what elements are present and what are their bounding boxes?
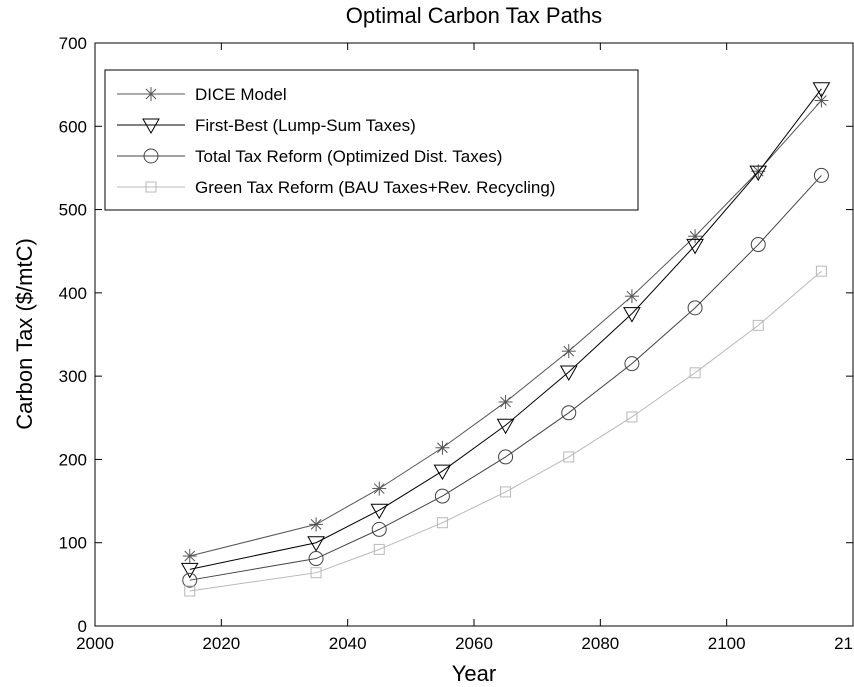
data-point (559, 365, 578, 381)
data-point (310, 567, 322, 579)
data-point (626, 411, 638, 423)
x-tick-label: 2120 (834, 634, 854, 653)
data-point (373, 543, 385, 555)
legend-item: DICE Model (117, 85, 287, 104)
data-point (688, 229, 703, 244)
y-tick-label: 200 (59, 450, 87, 469)
legend-label: First-Best (Lump-Sum Taxes) (195, 116, 416, 135)
y-tick-label: 300 (59, 367, 87, 386)
data-point (498, 449, 514, 465)
x-tick-label: 2000 (76, 634, 114, 653)
legend-label: Total Tax Reform (Optimized Dist. Taxes) (195, 147, 502, 166)
data-point (749, 165, 768, 182)
y-tick-label: 0 (78, 617, 87, 636)
data-point (307, 536, 325, 552)
data-point (561, 344, 576, 359)
series-2 (180, 82, 831, 579)
x-tick-label: 2100 (708, 634, 746, 653)
y-tick-label: 100 (59, 534, 87, 553)
chart-title: Optimal Carbon Tax Paths (346, 3, 602, 28)
data-point (433, 464, 452, 481)
data-point (686, 238, 704, 255)
data-point (752, 319, 764, 331)
data-point (561, 405, 577, 421)
data-point (624, 356, 640, 372)
data-point (750, 237, 766, 253)
data-point (814, 93, 829, 108)
data-point (624, 289, 639, 304)
x-tick-label: 2060 (455, 634, 493, 653)
x-tick-label: 2020 (202, 634, 240, 653)
data-point (623, 307, 641, 323)
legend: DICE Model First-Best (Lump-Sum Taxes) Tot… (104, 69, 639, 211)
series-line (189, 100, 822, 557)
data-point (182, 572, 198, 588)
data-point (308, 551, 324, 567)
y-tick-label: 700 (59, 34, 87, 53)
series-line (189, 175, 822, 581)
x-axis-label: Year (452, 661, 496, 686)
legend-marker (142, 118, 160, 135)
data-point (435, 440, 450, 455)
x-tick-label: 2080 (581, 634, 619, 653)
data-point (812, 82, 831, 98)
series-4 (184, 265, 827, 597)
y-tick-label: 400 (59, 284, 87, 303)
data-point (372, 481, 387, 496)
legend-marker (143, 148, 159, 164)
data-point (184, 585, 196, 597)
plot-area: 2000 2020 2040 2060 2080 2100 2120 0 100 200 300 40… (59, 34, 854, 653)
legend-label: DICE Model (195, 85, 287, 104)
y-axis-label: Carbon Tax ($/mtC) (12, 238, 37, 430)
y-tick-label: 600 (59, 117, 87, 136)
series-1 (182, 93, 829, 564)
legend-box (104, 69, 639, 211)
data-point (496, 418, 515, 435)
data-point (434, 488, 450, 504)
data-point (500, 486, 512, 498)
y-tick-label: 500 (59, 201, 87, 220)
legend-item: First-Best (Lump-Sum Taxes) (117, 116, 416, 135)
data-point (180, 562, 199, 579)
data-point (563, 451, 575, 463)
series-line (189, 270, 822, 592)
data-point (689, 367, 701, 379)
legend-item: Green Tax Reform (BAU Taxes+Rev. Recycli… (117, 178, 555, 197)
legend-marker (144, 87, 158, 101)
data-point (370, 503, 389, 520)
data-point (309, 517, 324, 532)
legend-marker (145, 181, 157, 193)
data-point (498, 394, 513, 409)
data-point (436, 517, 448, 529)
data-point (815, 265, 827, 277)
series-3 (182, 167, 829, 588)
series-line (189, 88, 822, 570)
data-point (687, 300, 703, 316)
data-point (182, 549, 197, 564)
data-point (371, 521, 387, 537)
data-point (813, 167, 829, 183)
x-tick-label: 2040 (329, 634, 367, 653)
legend-label: Green Tax Reform (BAU Taxes+Rev. Recycli… (195, 178, 555, 197)
legend-item: Total Tax Reform (Optimized Dist. Taxes) (117, 147, 502, 166)
